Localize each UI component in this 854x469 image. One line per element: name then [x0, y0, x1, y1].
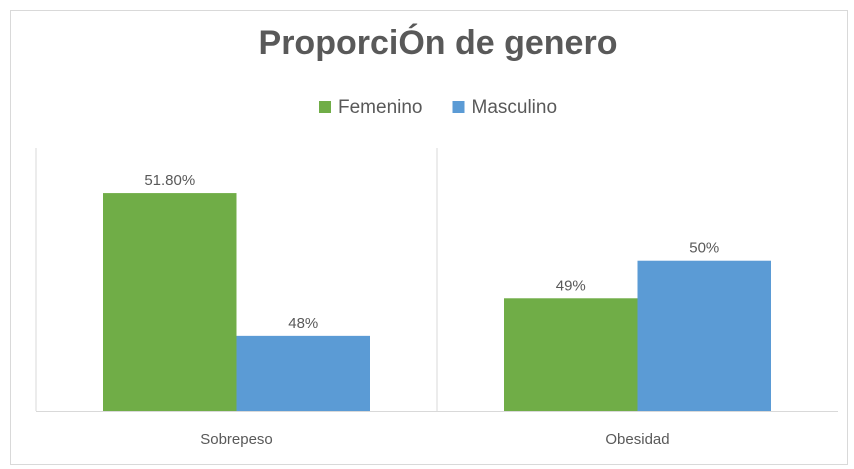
legend-label: Masculino [472, 97, 558, 118]
legend-swatch [319, 101, 331, 113]
bar [236, 335, 370, 411]
bar [103, 193, 237, 411]
legend-swatch [452, 101, 465, 113]
legend-label: Femenino [338, 97, 423, 118]
bar [637, 260, 771, 411]
data-label: 51.80% [144, 172, 195, 189]
x-tick-label: Sobrepeso [200, 431, 273, 448]
chart-title: ProporciÓn de genero [259, 24, 618, 62]
x-tick-label: Obesidad [605, 431, 669, 448]
data-label: 50% [689, 240, 719, 257]
bar [504, 298, 638, 411]
data-label: 48% [288, 315, 318, 332]
data-label: 49% [556, 277, 586, 294]
